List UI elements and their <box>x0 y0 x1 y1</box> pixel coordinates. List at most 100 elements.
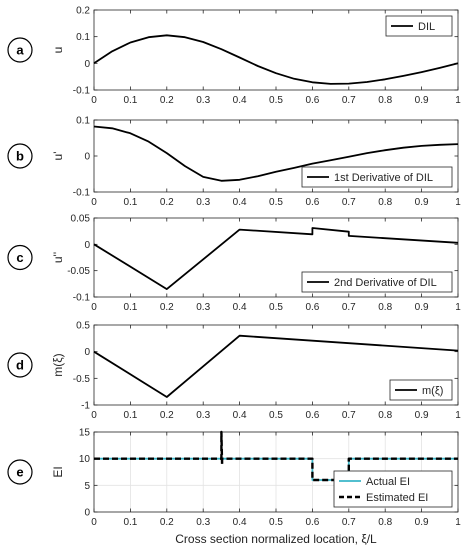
x-tick-label: 0.9 <box>415 410 429 421</box>
x-tick-label: 1 <box>455 197 461 208</box>
x-tick-label: 0.1 <box>123 517 137 528</box>
y-tick-label: 0.1 <box>76 116 90 127</box>
legend-box <box>385 15 453 37</box>
y-tick-label: 0 <box>84 152 90 163</box>
legend-label: 1st Derivative of DIL <box>334 172 433 184</box>
x-tick-label: 1 <box>455 410 461 421</box>
x-tick-label: 0.9 <box>415 197 429 208</box>
x-tick-label: 0.6 <box>305 95 319 106</box>
x-tick-label: 0.7 <box>342 517 356 528</box>
x-tick-label: 0.3 <box>196 410 210 421</box>
y-tick-label: 0 <box>84 508 90 519</box>
panel-d: d 0 0.1 0.2 0.3 0.4 0.5 0.6 0.7 0.8 0.9 1 -1 -0.5 0 0.5… <box>7 321 461 421</box>
x-tick-label: 0.5 <box>269 302 283 313</box>
panel-letter: e <box>16 465 23 480</box>
x-tick-label: 0.8 <box>378 197 392 208</box>
y-tick-label: 10 <box>79 454 91 465</box>
x-tick-label: 0 <box>91 517 97 528</box>
series-line-0 <box>93 334 459 398</box>
legend-label: DIL <box>418 21 435 33</box>
x-tick-label: 0.4 <box>233 197 247 208</box>
x-tick-label: 0.7 <box>342 197 356 208</box>
x-tick-label: 0.4 <box>233 95 247 106</box>
y-tick-label: 0.1 <box>76 32 90 43</box>
x-tick-label: 0.2 <box>160 410 174 421</box>
legend-label: Estimated EI <box>366 492 428 504</box>
panel-letter-circle <box>7 459 33 485</box>
y-tick-label: -0.5 <box>73 374 91 385</box>
x-tick-label: 0.2 <box>160 197 174 208</box>
y-tick-label: -0.1 <box>73 293 91 304</box>
y-tick-label: 0 <box>84 240 90 251</box>
x-tick-label: 0.3 <box>196 517 210 528</box>
series-line-0 <box>93 125 459 182</box>
x-tick-label: 0.2 <box>160 302 174 313</box>
y-axis-label: u'' <box>51 252 65 263</box>
panel-letter-circle <box>7 244 33 271</box>
y-tick-label: 0 <box>84 59 90 70</box>
x-tick-label: 0.5 <box>269 410 283 421</box>
x-tick-label: 0.5 <box>269 517 283 528</box>
series-line-0 <box>93 34 459 85</box>
x-tick-label: 0.7 <box>342 410 356 421</box>
x-tick-label: 0.8 <box>378 95 392 106</box>
x-tick-label: 0.3 <box>196 302 210 313</box>
legend-box <box>301 271 453 293</box>
y-tick-label: 5 <box>84 481 90 492</box>
x-tick-label: 0.8 <box>378 302 392 313</box>
x-tick-label: 0.6 <box>305 410 319 421</box>
panel-e: e0 0.1 0.2 0.3 0.4 0.5 0.6 0.7 0.8 0.9 1051015EIAc… <box>7 428 461 528</box>
panel-b: b0 0.1 0.2 0.3 0.4 0.5 0.6 0.7 0.8 0.9 1-0.100.1u'… <box>7 116 461 208</box>
panel-letter-circle <box>7 352 33 378</box>
x-tick-label: 0.9 <box>415 517 429 528</box>
x-tick-label: 0.1 <box>123 410 137 421</box>
y-tick-label: -1 <box>81 401 90 412</box>
panel-letter-circle <box>7 37 33 63</box>
panel-a: a0 0.1 0.2 0.3 0.4 0.5 0.6 0.7 0.8 0.9 1-0.100.10.… <box>7 6 461 106</box>
x-tick-label: 0.8 <box>378 410 392 421</box>
x-tick-label: 0.7 <box>342 95 356 106</box>
legend-label: Actual EI <box>366 476 410 488</box>
x-tick-label: 0.1 <box>123 95 137 106</box>
x-tick-label: 0 <box>91 302 97 313</box>
legend-box <box>333 470 453 508</box>
panel-letter: b <box>16 149 24 164</box>
y-tick-label: 15 <box>79 428 91 439</box>
x-tick-label: 0 <box>91 197 97 208</box>
y-tick-label: 0.05 <box>71 214 91 225</box>
y-tick-label: 0.5 <box>76 321 90 332</box>
x-tick-label: 0.3 <box>196 197 210 208</box>
x-tick-label: 0.5 <box>269 197 283 208</box>
y-tick-label: 0.2 <box>76 6 90 17</box>
panel-letter-circle <box>7 143 33 169</box>
legend-box <box>301 166 453 188</box>
panel-letter: a <box>16 43 24 58</box>
x-tick-label: 0.6 <box>305 302 319 313</box>
x-tick-label: 0.2 <box>160 95 174 106</box>
x-tick-label: 0.2 <box>160 517 174 528</box>
x-tick-label: 0.1 <box>123 197 137 208</box>
legend-label: m(ξ) <box>422 385 443 397</box>
legend-label: 2nd Derivative of DIL <box>334 277 437 289</box>
series-line-0 <box>93 227 459 291</box>
panel-c: c 0 0.1 0.2 0.3 0.4 0.5 0.6 0.7 0.8 0.9 1 -0.1 -0.05 0… <box>7 214 461 313</box>
x-tick-label: 0.7 <box>342 302 356 313</box>
y-tick-label: -0.05 <box>67 266 90 277</box>
panel-letter: d <box>16 358 24 373</box>
x-tick-label: 0.1 <box>123 302 137 313</box>
x-tick-label: 0.4 <box>233 302 247 313</box>
x-tick-label: 0.3 <box>196 95 210 106</box>
x-tick-label: 0 <box>91 95 97 106</box>
x-tick-label: 0.4 <box>233 517 247 528</box>
x-tick-label: 0.9 <box>415 95 429 106</box>
y-tick-label: -0.1 <box>73 86 91 97</box>
x-tick-label: 0 <box>91 410 97 421</box>
legend-box <box>389 379 453 401</box>
x-tick-label: 1 <box>455 302 461 313</box>
x-tick-label: 1 <box>455 95 461 106</box>
x-tick-label: 0.6 <box>305 197 319 208</box>
y-axis-label: u' <box>51 152 65 161</box>
x-axis-label: Cross section normalized location, ξ/L <box>175 532 377 546</box>
y-tick-label: -0.1 <box>73 188 91 199</box>
